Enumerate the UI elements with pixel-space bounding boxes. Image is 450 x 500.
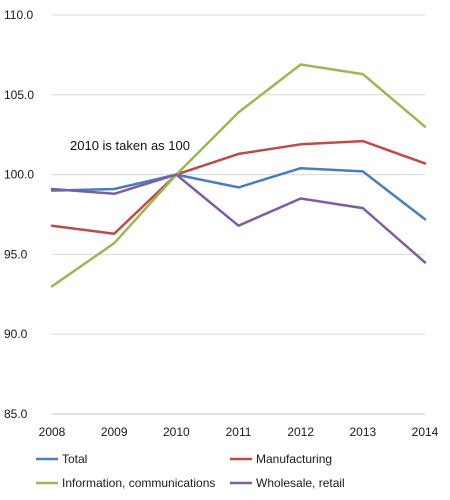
gridlines [52,14,425,415]
series-line-3 [50,63,427,288]
x-tick-label: 2009 [101,425,128,439]
x-tick-label: 2011 [226,425,252,439]
legend-label: Manufacturing [256,452,332,466]
y-tick-label: 85.0 [4,407,28,421]
series-line-1 [50,166,427,221]
x-tick-label: 2012 [287,425,314,439]
x-axis: 2008 2009 2010 2011 2012 2013 2014 [39,425,439,439]
chart-annotation: 2010 is taken as 100 [70,138,190,153]
legend: Total Manufacturing Information, communica… [36,452,345,490]
x-tick-label: 2010 [163,425,190,439]
legend-label: Information, communications [62,476,215,490]
legend-item: Wholesale, retail [230,476,345,490]
y-tick-label: 105.0 [4,88,34,102]
y-tick-label: 90.0 [4,327,28,341]
y-tick-label: 95.0 [4,247,28,261]
x-tick-label: 2013 [349,425,376,439]
x-tick-label: 2014 [412,425,439,439]
legend-item: Total [36,452,87,466]
series-line-4 [50,173,427,264]
y-axis: 85.0 90.0 95.0 100.0 105.0 110.0 [4,8,34,421]
y-tick-label: 110.0 [4,8,33,22]
series-line-2 [50,139,427,235]
legend-item: Information, communications [36,476,215,490]
x-tick-label: 2008 [39,425,66,439]
series-lines [50,63,427,288]
legend-item: Manufacturing [230,452,332,466]
legend-label: Total [62,452,87,466]
legend-label: Wholesale, retail [256,476,345,490]
y-tick-label: 100.0 [4,168,34,182]
